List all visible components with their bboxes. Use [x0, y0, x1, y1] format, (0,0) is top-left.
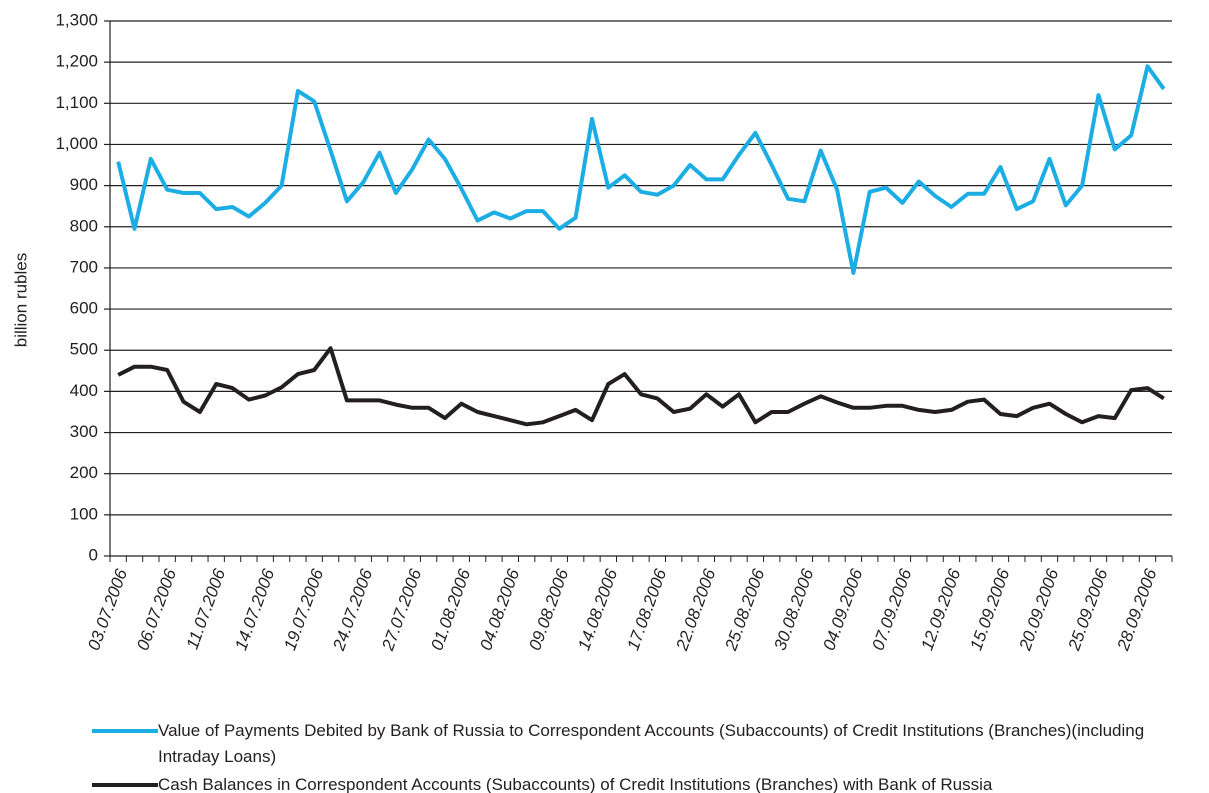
legend-swatch	[92, 729, 158, 733]
chart: billion rubles 0 100 200 300 400 500 600 700 800…	[11, 10, 1173, 654]
y-tick-label: 1,000	[55, 134, 98, 153]
y-tick-label: 0	[89, 545, 98, 564]
legend-swatch	[92, 783, 158, 787]
legend-label: Value of Payments Debited by Bank of Rus…	[158, 721, 1145, 766]
y-tick-label: 400	[70, 381, 98, 400]
y-axis-label: billion rubles	[11, 253, 30, 348]
y-tick-label: 1,100	[55, 93, 98, 112]
x-tick-label: 12.09.2006	[917, 566, 964, 653]
x-tick-label: 28.09.2006	[1113, 566, 1160, 654]
x-tick-label: 04.08.2006	[476, 566, 523, 653]
x-tick-label: 15.09.2006	[966, 566, 1013, 653]
x-tick-label: 14.07.2006	[231, 566, 278, 653]
x-tick-label: 03.07.2006	[84, 566, 131, 653]
x-tick-label: 09.08.2006	[525, 566, 572, 653]
x-tick-label: 11.07.2006	[183, 566, 230, 652]
y-tick-label: 600	[70, 299, 98, 318]
y-tick-label: 1,300	[55, 10, 98, 29]
y-tick-label: 500	[70, 340, 98, 359]
x-tick-label: 07.09.2006	[868, 566, 915, 653]
y-tick-label: 700	[70, 257, 98, 276]
x-tick-label: 30.08.2006	[770, 566, 817, 653]
x-tick-label: 24.07.2006	[329, 566, 376, 654]
y-tick-label: 100	[70, 504, 98, 523]
x-tick-label: 20.09.2006	[1015, 566, 1062, 654]
x-tick-label: 25.08.2006	[721, 566, 768, 654]
y-tick-label: 200	[70, 463, 98, 482]
x-tick-label: 14.08.2006	[574, 566, 621, 653]
x-tick-label: 04.09.2006	[819, 566, 866, 653]
x-tick-label: 06.07.2006	[133, 566, 180, 653]
x-tick-label: 27.07.2006	[378, 566, 425, 654]
legend-label: Cash Balances in Correspondent Accounts …	[158, 775, 993, 793]
y-tick-label: 800	[70, 216, 98, 235]
y-tick-label: 900	[70, 175, 98, 194]
x-tick-label: 17.08.2006	[623, 566, 670, 653]
x-tick-label: 19.07.2006	[280, 566, 327, 653]
series-line	[116, 64, 1166, 275]
y-tick-label: 1,200	[55, 52, 98, 71]
y-tick-label: 300	[70, 422, 98, 441]
x-tick-label: 01.08.2006	[427, 566, 474, 653]
series-line	[117, 346, 1165, 427]
x-tick-label: 25.09.2006	[1064, 566, 1111, 654]
x-tick-label: 22.08.2006	[672, 566, 719, 654]
